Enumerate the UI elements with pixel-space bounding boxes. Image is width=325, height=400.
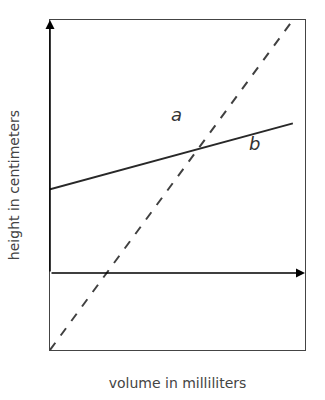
svg-text:volume in milliliters: volume in milliliters (109, 375, 247, 391)
svg-text:b: b (249, 133, 260, 154)
svg-text:a: a (171, 104, 182, 125)
svg-text:height in centimeters: height in centimeters (6, 110, 22, 260)
